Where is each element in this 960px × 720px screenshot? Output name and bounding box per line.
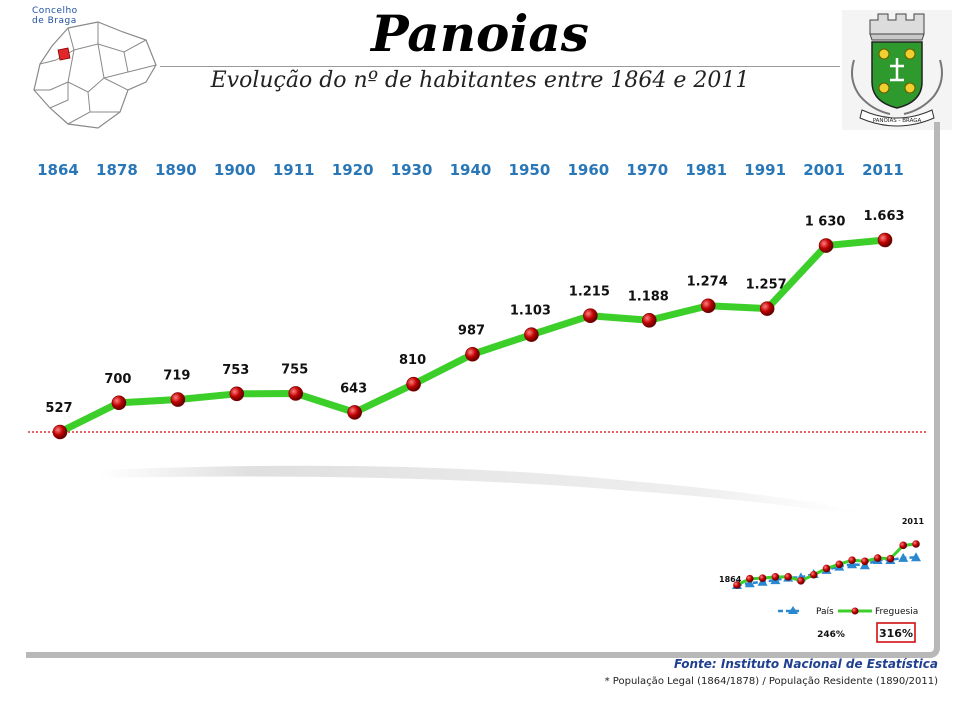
x-tick-label: 1981 (685, 161, 727, 179)
x-tick-label: 1960 (567, 161, 609, 179)
inset-point-freguesia (809, 570, 818, 579)
data-point (583, 308, 598, 324)
map-label: Concelho de Braga (32, 6, 78, 26)
map-label-line2: de Braga (32, 16, 77, 26)
inset-point-freguesia (861, 557, 869, 566)
x-tick-label: 1950 (509, 161, 551, 179)
source-note: Fonte: Instituto Nacional de Estatística (673, 657, 938, 671)
legend-label-pais: País (816, 607, 834, 617)
data-label: 1.663 (863, 209, 904, 224)
data-point (877, 232, 893, 248)
data-point (641, 312, 657, 328)
data-label: 1.215 (569, 285, 610, 300)
data-label: 700 (104, 372, 131, 387)
x-tick-label: 1930 (391, 161, 433, 179)
data-label: 1.103 (510, 304, 551, 319)
x-tick-label: 1970 (626, 161, 668, 179)
inset-point-freguesia (835, 560, 844, 569)
locator-map (33, 21, 157, 129)
data-label: 643 (340, 381, 367, 396)
growth-label-pais: 246% (817, 630, 845, 640)
data-point (170, 392, 186, 407)
x-tick-label: 1920 (332, 161, 374, 179)
data-label: 1.274 (687, 275, 728, 290)
data-label: 753 (222, 363, 249, 378)
data-point (111, 395, 127, 411)
line-reflection-shadow (100, 465, 860, 516)
data-label: 810 (399, 353, 426, 368)
inset-point-freguesia (873, 554, 882, 562)
x-tick-label: 1890 (155, 161, 197, 179)
coat-of-arms-text: PANOIAS - BRAGA (873, 118, 922, 124)
data-point (465, 346, 480, 362)
inset-point-freguesia (745, 574, 754, 583)
inset-start-label: 1864 (719, 575, 742, 584)
inset-end-label: 2011 (902, 517, 925, 526)
growth-box-freguesia (876, 622, 916, 643)
data-label: 1 630 (805, 215, 846, 230)
data-point (406, 376, 421, 392)
data-point (818, 238, 834, 253)
inset-point-freguesia (912, 540, 920, 548)
x-tick-label: 1940 (450, 161, 492, 179)
data-point (759, 301, 775, 316)
x-tick-label: 1911 (273, 161, 315, 179)
legend-label-freguesia: Freguesia (875, 607, 918, 617)
x-tick-label: 1991 (744, 161, 786, 179)
data-label: 527 (45, 401, 72, 416)
inset-point-pais (744, 578, 755, 588)
data-point (229, 386, 245, 402)
inset-point-freguesia (848, 556, 856, 564)
x-tick-label: 2001 (803, 161, 845, 179)
inset-point-freguesia (899, 541, 908, 550)
inset-point-freguesia (822, 564, 831, 573)
data-label: 719 (163, 369, 190, 384)
page-subtitle: Evolução do nº de habitantes entre 1864 … (210, 68, 750, 93)
inset-point-pais (911, 552, 921, 562)
inset-point-pais (898, 552, 909, 562)
x-tick-label: 1864 (37, 161, 79, 179)
x-tick-label: 2011 (862, 161, 904, 179)
data-label: 755 (281, 362, 308, 377)
inset-point-freguesia (784, 573, 792, 581)
footnote: * População Legal (1864/1878) / Populaçã… (604, 676, 938, 687)
inset-point-freguesia (733, 581, 741, 589)
legend-marker-pais (788, 606, 798, 614)
chart-panel (26, 122, 940, 658)
coat-of-arms-emblem: PANOIAS - BRAGA (842, 10, 952, 130)
data-point (347, 405, 362, 420)
legend-marker-freguesia (851, 607, 859, 615)
inset-point-freguesia (797, 577, 805, 585)
inset-point-freguesia (771, 573, 780, 581)
data-label: 987 (458, 323, 485, 338)
data-point (700, 298, 716, 314)
data-label: 1.188 (628, 289, 669, 304)
x-tick-label: 1900 (214, 161, 256, 179)
data-point (288, 386, 304, 401)
inset-point-freguesia (886, 554, 895, 563)
data-point (52, 424, 68, 440)
x-tick-label: 1878 (96, 161, 138, 179)
inset-point-freguesia (758, 574, 767, 582)
data-label: 1.257 (746, 278, 787, 293)
page-title: Panoias (371, 4, 589, 63)
header-divider (160, 66, 840, 67)
data-point (524, 327, 539, 342)
map-label-line1: Concelho (32, 6, 78, 16)
growth-label-freguesia: 316% (879, 627, 913, 640)
